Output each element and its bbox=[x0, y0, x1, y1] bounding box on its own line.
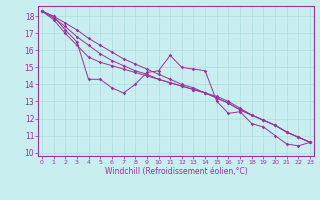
X-axis label: Windchill (Refroidissement éolien,°C): Windchill (Refroidissement éolien,°C) bbox=[105, 167, 247, 176]
